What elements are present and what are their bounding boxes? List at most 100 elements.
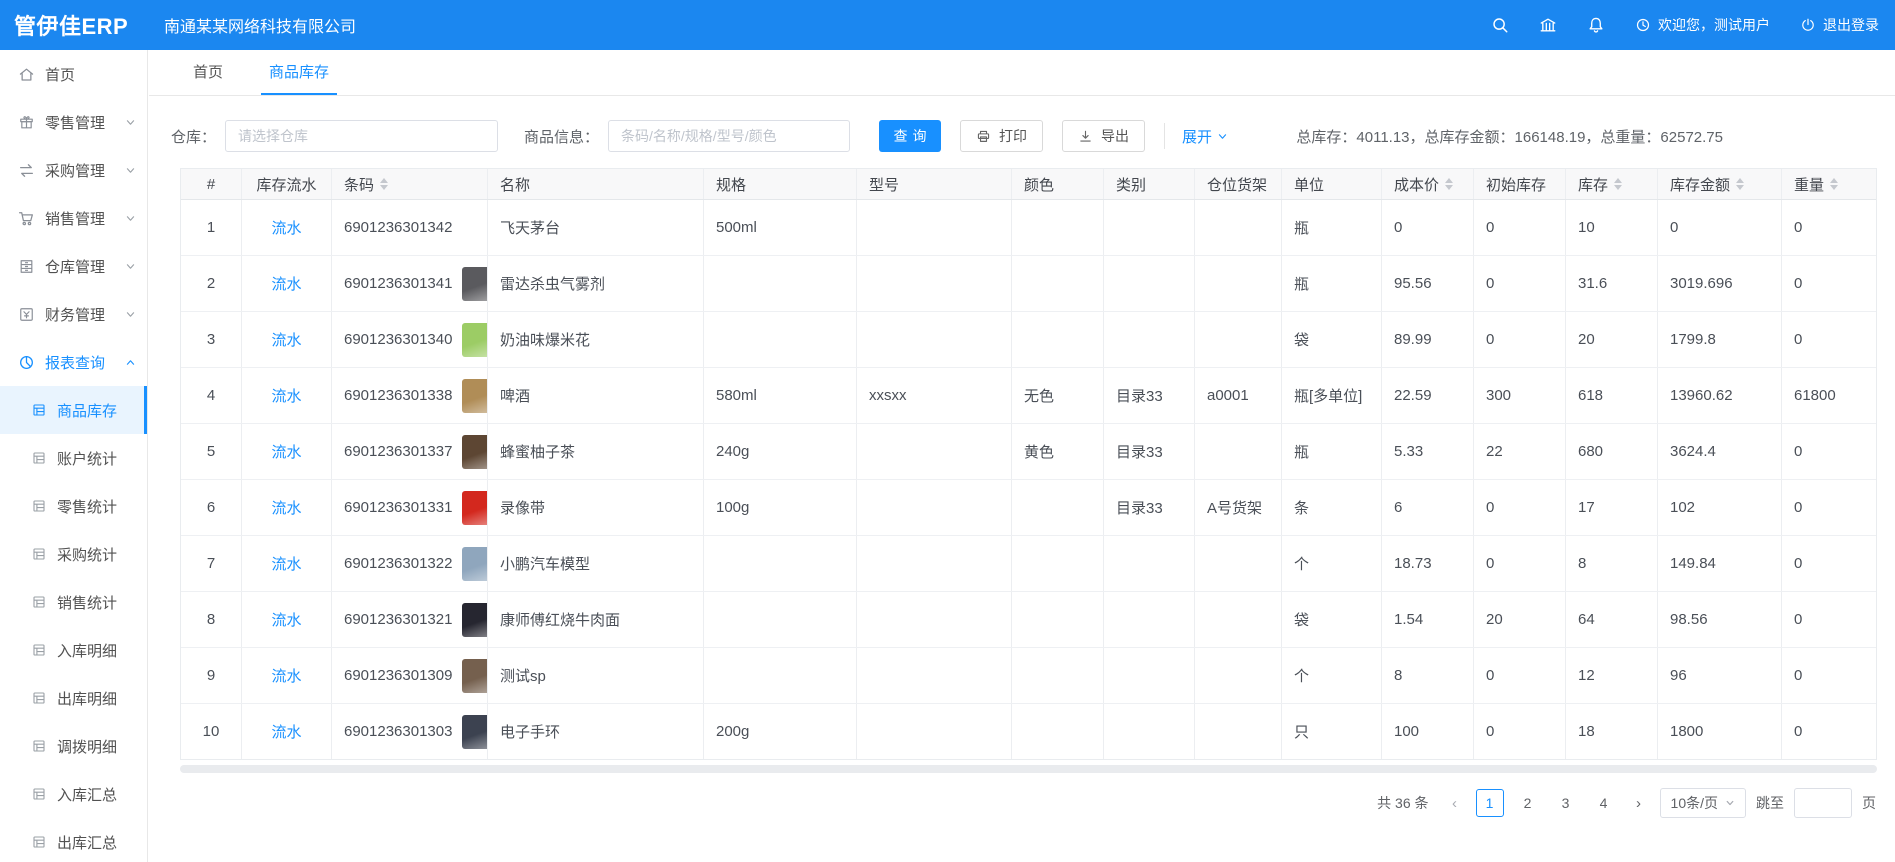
sidebar-subitem-outbound-summary[interactable]: 出库汇总 [0, 818, 147, 862]
sidebar-subitem-account-stats[interactable]: 账户统计 [0, 434, 147, 482]
bell-icon[interactable] [1587, 16, 1605, 34]
cell-color: 无色 [1012, 368, 1104, 423]
sidebar-item-finance[interactable]: 财务管理 [0, 290, 147, 338]
sidebar-subitem-goods-stock[interactable]: 商品库存 [0, 386, 147, 434]
product-thumbnail[interactable] [462, 322, 487, 357]
barcode-text: 6901236301338 [344, 387, 453, 404]
sidebar-subitem-purchase-stats[interactable]: 采购统计 [0, 530, 147, 578]
sort-carets-icon[interactable] [1614, 178, 1623, 190]
search-icon[interactable] [1491, 16, 1509, 34]
sidebar-subitem-inbound-detail[interactable]: 入库明细 [0, 626, 147, 674]
stock-flow-link[interactable]: 流水 [271, 500, 302, 517]
sidebar-item-warehouse[interactable]: 仓库管理 [0, 242, 147, 290]
sidebar-item-sales[interactable]: 销售管理 [0, 194, 147, 242]
logout-button[interactable]: 退出登录 [1800, 15, 1879, 35]
product-thumbnail[interactable] [462, 434, 487, 469]
cell-model: xxsxx [857, 368, 1012, 423]
column-header-weight[interactable]: 重量 [1782, 169, 1878, 199]
stock-flow-link[interactable]: 流水 [271, 220, 302, 237]
column-header-flow: 库存流水 [242, 169, 332, 199]
product-thumbnail[interactable] [462, 378, 487, 413]
column-header-amount[interactable]: 库存金额 [1658, 169, 1782, 199]
product-thumbnail[interactable] [462, 490, 487, 525]
prev-page-button[interactable]: ‹ [1452, 794, 1458, 812]
stock-flow-link[interactable]: 流水 [271, 332, 302, 349]
column-header-color: 颜色 [1012, 169, 1104, 199]
sidebar-item-home[interactable]: 首页 [0, 50, 147, 98]
cell-idx: 9 [181, 648, 242, 703]
sidebar-subitem-inbound-summary[interactable]: 入库汇总 [0, 770, 147, 818]
sort-carets-icon[interactable] [1830, 178, 1839, 190]
cell-cost: 95.56 [1382, 256, 1474, 311]
cell-flow: 流水 [242, 256, 332, 311]
sort-carets-icon[interactable] [1445, 178, 1454, 190]
sort-carets-icon[interactable] [380, 178, 389, 190]
column-header-stock[interactable]: 库存 [1566, 169, 1658, 199]
print-button[interactable]: 打印 [960, 120, 1044, 152]
stock-flow-link[interactable]: 流水 [271, 612, 302, 629]
warehouse-input[interactable] [225, 120, 499, 152]
product-thumbnail[interactable] [462, 266, 487, 301]
cell-category [1104, 256, 1195, 311]
product-thumbnail[interactable] [462, 658, 487, 693]
sidebar-subitem-outbound-detail[interactable]: 出库明细 [0, 674, 147, 722]
cell-shelf [1195, 704, 1282, 759]
cell-weight: 0 [1794, 443, 1803, 460]
column-header-cost[interactable]: 成本价 [1382, 169, 1474, 199]
tab-goods-stock[interactable]: 商品库存 [261, 51, 338, 95]
sidebar-item-purchase[interactable]: 采购管理 [0, 146, 147, 194]
logout-text: 退出登录 [1823, 17, 1879, 33]
cell-init: 0 [1474, 648, 1566, 703]
cell-category [1104, 200, 1195, 255]
tab-home[interactable]: 首页 [193, 64, 224, 81]
inventory-table: # 库存流水 条码 名称 规格 型号 颜色 类别 仓位货架 单位 成本价 初始库存 库存 库存金额 重量 1… [180, 168, 1877, 760]
next-page-button[interactable]: › [1636, 794, 1642, 812]
column-header-barcode[interactable]: 条码 [332, 169, 488, 199]
product-thumbnail[interactable] [462, 602, 487, 637]
column-header-init: 初始库存 [1474, 169, 1566, 199]
search-button[interactable]: 查询 [879, 120, 942, 152]
stock-flow-link[interactable]: 流水 [271, 388, 302, 405]
page-number-1[interactable]: 1 [1475, 789, 1504, 817]
cell-barcode: 6901236301342 [332, 200, 488, 255]
cell-amount: 1800 [1658, 704, 1782, 759]
cell-amount: 13960.62 [1658, 368, 1782, 423]
cell-amount: 1799.8 [1658, 312, 1782, 367]
page-size-select[interactable]: 10条/页 [1659, 788, 1746, 818]
horizontal-scrollbar[interactable] [180, 765, 1877, 773]
stock-flow-link[interactable]: 流水 [271, 276, 302, 293]
page-number-4[interactable]: 4 [1599, 795, 1608, 811]
cell-barcode: 6901236301340 [332, 312, 488, 367]
cell-shelf [1195, 424, 1282, 479]
stock-flow-link[interactable]: 流水 [271, 444, 302, 461]
cell-init: 0 [1474, 200, 1566, 255]
stock-flow-link[interactable]: 流水 [271, 724, 302, 741]
bank-icon[interactable] [1539, 16, 1557, 34]
sidebar-item-report[interactable]: 报表查询 [0, 338, 147, 386]
sidebar-subitem-sales-stats[interactable]: 销售统计 [0, 578, 147, 626]
cell-init: 0 [1474, 704, 1566, 759]
cell-amount: 3019.696 [1658, 256, 1782, 311]
sidebar-item-retail[interactable]: 零售管理 [0, 98, 147, 146]
expand-link[interactable]: 展开 [1182, 126, 1228, 147]
sidebar-subitem-label: 入库明细 [57, 642, 118, 660]
export-button[interactable]: 导出 [1062, 120, 1146, 152]
product-thumbnail[interactable] [462, 546, 487, 581]
cell-name: 雷达杀虫气雾剂 [488, 256, 704, 311]
sort-carets-icon[interactable] [1736, 178, 1745, 190]
stock-flow-link[interactable]: 流水 [271, 556, 302, 573]
page-number-2[interactable]: 2 [1523, 795, 1532, 811]
table-row: 10 流水 6901236301303 电子手环 200g 只 100 0 18 1800 0 [181, 704, 1876, 759]
page-number-3[interactable]: 3 [1561, 795, 1570, 811]
cell-unit: 只 [1282, 704, 1382, 759]
stock-flow-link[interactable]: 流水 [271, 668, 302, 685]
sidebar-subitem-retail-stats[interactable]: 零售统计 [0, 482, 147, 530]
cell-cost: 1.54 [1382, 592, 1474, 647]
cell-category: 目录33 [1104, 480, 1195, 535]
sidebar-subitem-transfer-detail[interactable]: 调拨明细 [0, 722, 147, 770]
product-info-input[interactable] [608, 120, 851, 152]
product-thumbnail[interactable] [462, 714, 487, 749]
column-header-label: 类别 [1116, 176, 1147, 194]
jump-page-input[interactable] [1794, 788, 1852, 818]
cell-init: 22 [1474, 424, 1566, 479]
